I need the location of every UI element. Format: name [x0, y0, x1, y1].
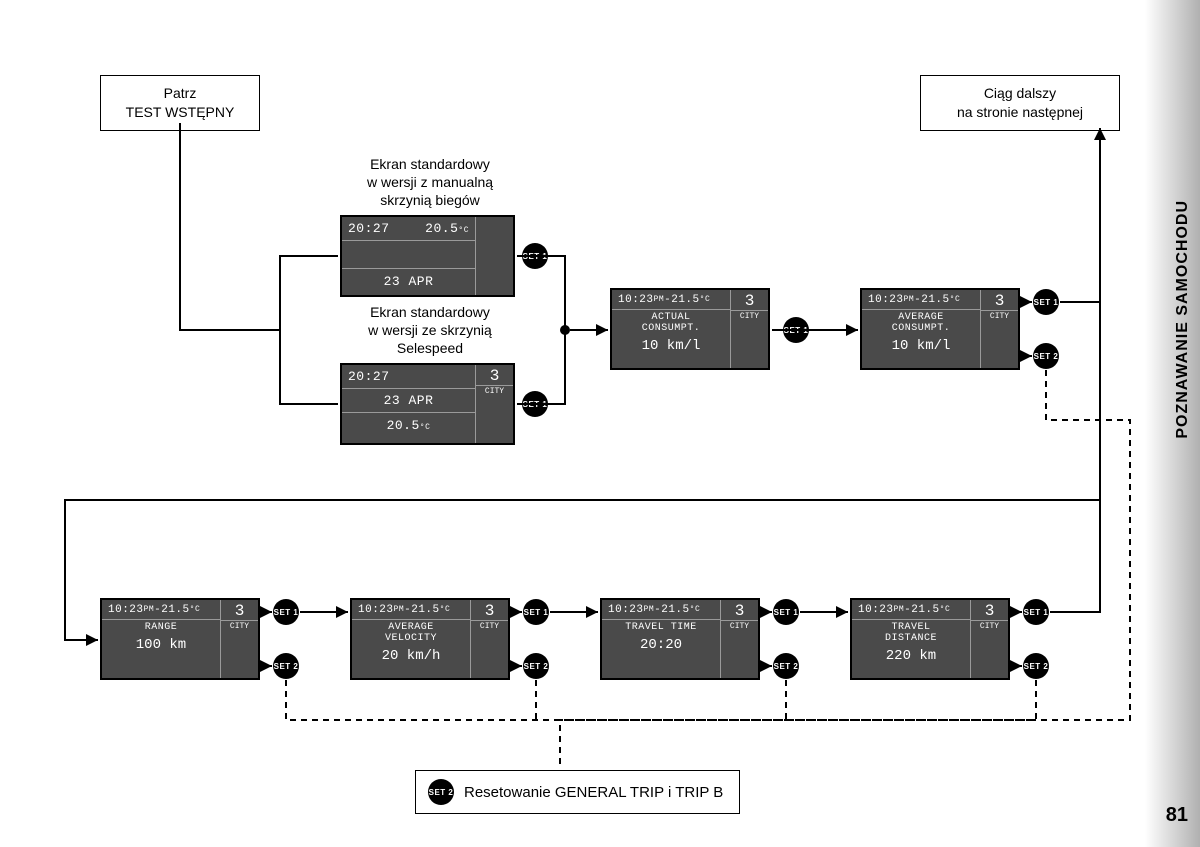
sele-temp: 20.5 — [387, 418, 420, 433]
tt-temp: -21.5 — [664, 294, 700, 306]
badge-set1: SET 1 — [522, 391, 548, 417]
badge-set1: SET 1 — [1033, 289, 1059, 315]
lcd-travel-time: 10:23PM-21.5°C TRAVEL TIME 20:20 3CITY — [600, 598, 760, 680]
caption-selespeed: Ekran standardowyw wersji ze skrzyniąSel… — [330, 303, 530, 358]
junction-dot — [560, 325, 570, 335]
av-gear: 3 — [485, 602, 495, 620]
tt2-city: CITY — [721, 620, 758, 632]
actual-gear: 3 — [745, 292, 755, 310]
range-temp: -21.5 — [154, 604, 190, 616]
start-line1: Patrz — [115, 84, 245, 103]
lcd-range: 10:23PM-21.5°C RANGE 100 km 3CITY — [100, 598, 260, 680]
lcd-actual-consumpt: 10:23PM-21.5°C ACTUAL CONSUMPT. 10 km/l … — [610, 288, 770, 370]
legend-box: SET 2 Resetowanie GENERAL TRIP i TRIP B — [415, 770, 740, 814]
range-gear: 3 — [235, 602, 245, 620]
av-unit: °C — [440, 605, 451, 614]
avgvel-value: 20 km/h — [352, 646, 470, 668]
tdist-value: 220 km — [852, 646, 970, 668]
range-city: CITY — [221, 620, 258, 632]
tdist-label: TRAVEL DISTANCE — [852, 620, 970, 646]
lcd-travel-distance: 10:23PM-21.5°C TRAVEL DISTANCE 220 km 3C… — [850, 598, 1010, 680]
avgvel-label: AVERAGE VELOCITY — [352, 620, 470, 646]
sidebar-title: POZNAWANIE SAMOCHODU — [1174, 200, 1192, 439]
badge-set2: SET 2 — [523, 653, 549, 679]
tt-time: 10:23 — [618, 294, 654, 306]
td-tt: 10:23 — [858, 604, 894, 616]
range-tt: 10:23 — [108, 604, 144, 616]
sele-city: CITY — [476, 385, 513, 397]
range-label: RANGE — [102, 620, 220, 635]
continue-line2: na stronie następnej — [935, 103, 1105, 122]
ttime-value: 20:20 — [602, 635, 720, 657]
badge-set1: SET 1 — [522, 243, 548, 269]
badge-set1: SET 1 — [783, 317, 809, 343]
start-line2: TEST WSTĘPNY — [115, 103, 245, 122]
average-city: CITY — [981, 310, 1018, 322]
badge-set2: SET 2 — [773, 653, 799, 679]
badge-set1: SET 1 — [523, 599, 549, 625]
page-number: 81 — [1166, 804, 1188, 827]
continue-box: Ciąg dalszy na stronie następnej — [920, 75, 1120, 131]
sele-temp-unit: °C — [420, 423, 431, 432]
lcd-avg-velocity: 10:23PM-21.5°C AVERAGE VELOCITY 20 km/h … — [350, 598, 510, 680]
badge-set2: SET 2 — [1023, 653, 1049, 679]
td-city: CITY — [971, 620, 1008, 632]
avg-unit: °C — [950, 295, 961, 304]
legend-text: Resetowanie GENERAL TRIP i TRIP B — [464, 784, 723, 801]
continue-line1: Ciąg dalszy — [935, 84, 1105, 103]
avg-temp: -21.5 — [914, 294, 950, 306]
start-box: Patrz TEST WSTĘPNY — [100, 75, 260, 131]
tt2-unit: °C — [690, 605, 701, 614]
tt2-gear: 3 — [735, 602, 745, 620]
range-unit: °C — [190, 605, 201, 614]
average-gear: 3 — [995, 292, 1005, 310]
tt2-tt: 10:23 — [608, 604, 644, 616]
range-value: 100 km — [102, 635, 220, 657]
average-label: AVERAGE CONSUMPT. — [862, 310, 980, 336]
td-temp: -21.5 — [904, 604, 940, 616]
manual-temp-unit: °C — [458, 226, 469, 235]
td-gear: 3 — [985, 602, 995, 620]
av-temp: -21.5 — [404, 604, 440, 616]
tt2-temp: -21.5 — [654, 604, 690, 616]
manual-time: 20:27 — [348, 221, 390, 236]
average-value: 10 km/l — [862, 336, 980, 358]
manual-temp: 20.5 — [425, 221, 458, 236]
actual-value: 10 km/l — [612, 336, 730, 358]
caption-manual: Ekran standardowyw wersji z manualnąskrz… — [330, 155, 530, 210]
legend-badge: SET 2 — [428, 779, 454, 805]
sidebar-gradient: POZNAWANIE SAMOCHODU — [1145, 0, 1200, 847]
badge-set1: SET 1 — [1023, 599, 1049, 625]
av-city: CITY — [471, 620, 508, 632]
td-unit: °C — [940, 605, 951, 614]
badge-set2: SET 2 — [1033, 343, 1059, 369]
badge-set2: SET 2 — [273, 653, 299, 679]
lcd-manual: 20:27 20.5°C 23 APR — [340, 215, 515, 297]
sele-gear: 3 — [490, 367, 500, 385]
actual-label: ACTUAL CONSUMPT. — [612, 310, 730, 336]
actual-city: CITY — [731, 310, 768, 322]
lcd-selespeed: 20:27 23 APR 20.5°C 3 CITY — [340, 363, 515, 445]
sele-time: 20:27 — [348, 369, 390, 384]
sele-date: 23 APR — [384, 393, 434, 408]
badge-set1: SET 1 — [773, 599, 799, 625]
badge-set1: SET 1 — [273, 599, 299, 625]
ttime-label: TRAVEL TIME — [602, 620, 720, 635]
avg-tt: 10:23 — [868, 294, 904, 306]
lcd-average-consumpt: 10:23PM-21.5°C AVERAGE CONSUMPT. 10 km/l… — [860, 288, 1020, 370]
manual-date: 23 APR — [384, 274, 434, 289]
av-tt: 10:23 — [358, 604, 394, 616]
tt-unit: °C — [700, 295, 711, 304]
